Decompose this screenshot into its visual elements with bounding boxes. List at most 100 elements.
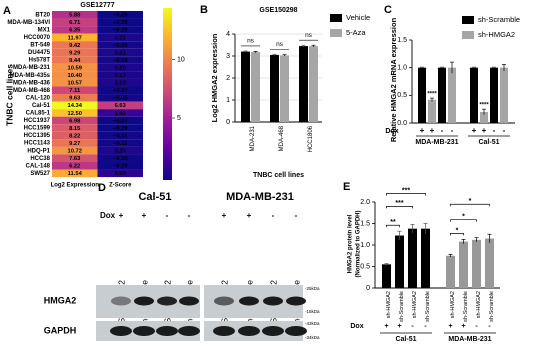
legend-swatch <box>462 31 474 39</box>
dox-sign: + <box>222 211 227 220</box>
x-tick-label: MDA-231 <box>250 125 256 151</box>
blot-band <box>285 326 307 336</box>
cell-label: 9.42 <box>69 43 80 49</box>
heatmap-cell <box>97 48 143 57</box>
dox-sign: - <box>188 211 191 220</box>
dox-sign: - <box>475 323 478 330</box>
significance-bracket <box>386 193 426 196</box>
bar <box>418 67 426 123</box>
significance: * <box>462 214 465 221</box>
heatmap-cell <box>52 41 98 49</box>
heatmap-cell <box>52 131 98 140</box>
dox-sign: - <box>166 211 169 220</box>
cell-label: −0.25 <box>113 156 128 162</box>
heatmap-cell <box>97 146 143 155</box>
row-label: HCC1395 <box>24 133 51 139</box>
size-marker: -34kDa <box>305 335 320 340</box>
cell-label: −0.29 <box>113 126 128 132</box>
significance-bracket <box>450 203 490 207</box>
bar <box>500 67 508 123</box>
legend-swatch <box>330 29 342 37</box>
heatmap-cell <box>52 109 98 117</box>
cell-label: 7.11 <box>69 88 81 94</box>
heatmap-cell <box>52 162 98 170</box>
cell-label: 0.21 <box>115 50 127 56</box>
cell-label: 6.71 <box>69 20 81 26</box>
heatmap-cell <box>97 41 143 49</box>
blot-band <box>213 326 235 336</box>
legend-swatch <box>462 16 474 24</box>
row-label: Hs578T <box>29 58 51 64</box>
heatmap-cell <box>52 11 98 19</box>
bar <box>421 228 430 288</box>
y-tick-label: 2 <box>226 75 230 82</box>
heatmap-cell <box>52 63 98 72</box>
blot-band <box>110 326 132 336</box>
heatmap-title: GSE12777 <box>80 2 114 9</box>
x-tick-label: sh-HMGA2 <box>386 291 392 318</box>
bar <box>309 46 318 122</box>
group-label: MDA-MB-231 <box>448 336 491 343</box>
y-tick-label: 1 <box>226 97 230 104</box>
heatmap-cell <box>97 86 143 95</box>
cell-label: 0.21 <box>115 35 127 41</box>
heatmap-cell <box>97 71 143 79</box>
heatmap-cell <box>97 56 143 64</box>
bar <box>446 255 455 288</box>
colorbar <box>163 8 172 180</box>
blot-band <box>238 326 260 336</box>
dox-sign: + <box>384 323 388 330</box>
y-tick-label: 0 <box>226 119 230 126</box>
legend-swatch <box>330 14 342 22</box>
colorbar-tick-label: 5 <box>177 115 181 122</box>
heatmap-cell <box>97 78 143 87</box>
bar <box>490 67 498 123</box>
bar <box>480 111 488 123</box>
row-label: CAL-120 <box>26 95 51 101</box>
dox-label: Dox <box>350 323 363 330</box>
significance-bracket <box>386 206 413 209</box>
row-label: HCC1599 <box>24 126 51 132</box>
heatmap-cell <box>97 18 143 27</box>
blot-band <box>263 296 283 306</box>
cell-label: 0.24 <box>115 149 127 155</box>
cell-label: 5.88 <box>69 13 81 19</box>
y-tick-label: 1.0 <box>360 242 370 249</box>
heatmap-cell <box>97 11 143 19</box>
cell-label: 6.22 <box>69 164 80 170</box>
bar <box>485 238 494 288</box>
row-label: MX1 <box>38 27 51 33</box>
heatmap-cell <box>97 124 143 132</box>
x-tick-label: MDA-468 <box>279 125 285 151</box>
heatmap-cell <box>52 154 98 162</box>
cell-label: −0.29 <box>113 13 128 19</box>
heatmap-cell <box>52 86 98 95</box>
row-label: DU4475 <box>28 50 51 56</box>
bar <box>438 67 446 123</box>
heatmap-cell <box>52 146 98 155</box>
blot-band <box>156 326 178 336</box>
bar <box>241 51 250 122</box>
x-tick-label: sh-Scramble <box>425 291 431 322</box>
dox-sign: - <box>493 126 496 135</box>
significance: **** <box>479 103 489 109</box>
x-tick-label: sh-HMGA2 <box>476 291 482 318</box>
cell-label: 0.13 <box>115 73 127 79</box>
dox-label: Dox <box>385 128 398 135</box>
y-axis-label: HMGA2 protein level <box>348 214 354 273</box>
dox-sign: + <box>142 211 147 220</box>
y-axis-label: TNBC cell lines <box>4 64 14 126</box>
heatmap-cell <box>52 48 98 57</box>
row-label: MDA-MB-436 <box>13 80 51 86</box>
row-label: CAL-148 <box>26 163 51 169</box>
blot-band <box>286 296 306 306</box>
dox-sign: - <box>451 126 454 135</box>
bar <box>472 239 481 288</box>
y-tick-label: 0.0 <box>397 120 407 127</box>
size-marker: -25kDa <box>305 286 320 291</box>
group-label: Cal-51 <box>478 139 499 146</box>
significance-bracket <box>386 224 400 228</box>
y-tick-label: 0.5 <box>360 263 370 270</box>
cell-label: −0.27 <box>113 88 128 94</box>
heatmap-cell <box>52 18 98 27</box>
